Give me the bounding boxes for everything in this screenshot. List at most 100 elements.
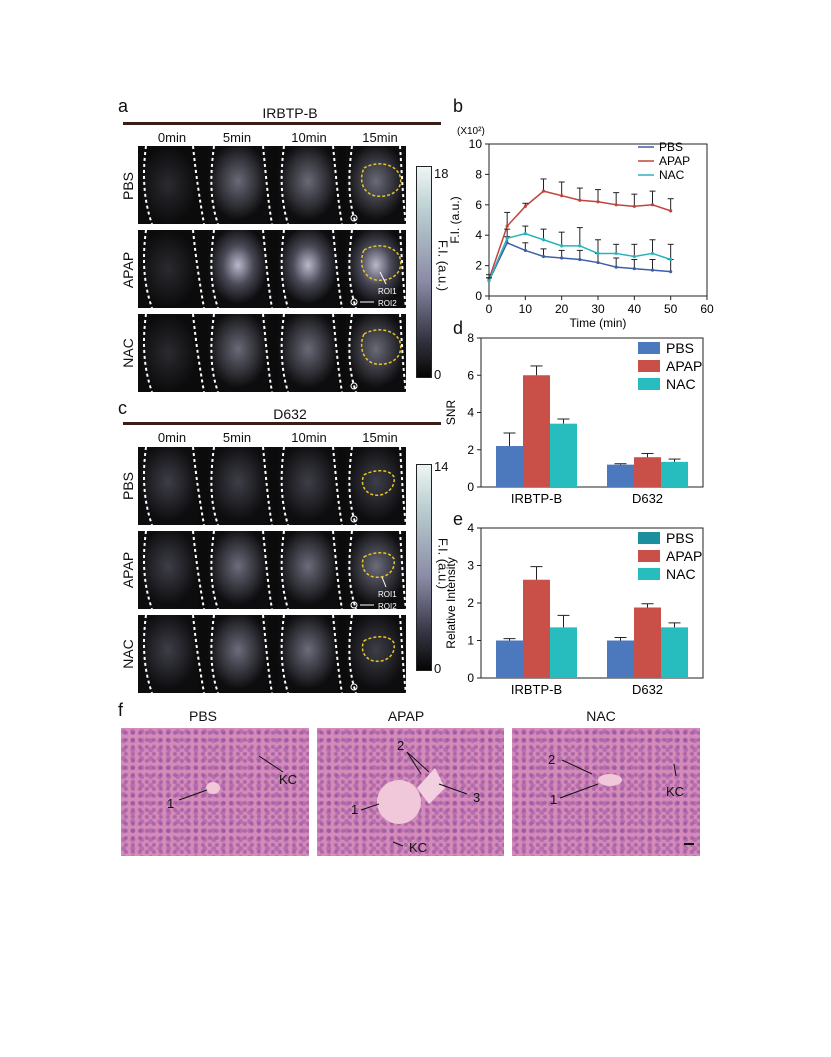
panel-a-time-1: 5min bbox=[222, 130, 252, 145]
histology-nac: 1 2 KC bbox=[512, 728, 700, 856]
chart-e-legend-swatch-nac bbox=[638, 568, 660, 580]
panel-a-colorbar bbox=[416, 166, 432, 378]
panel-c-title: D632 bbox=[273, 406, 307, 422]
chart-e: 0 1 2 3 4 Relative Intensity IRBTP-B D632 PBS APA… bbox=[444, 521, 704, 697]
panel-c-image-grid: ROI1 ROI2 bbox=[138, 447, 407, 694]
chart-b-xlabel: Time (min) bbox=[570, 316, 627, 330]
histology-apap-label-1: 1 bbox=[351, 802, 358, 817]
chart-b-line-pbs bbox=[488, 241, 671, 282]
chart-e-bar-pbs-0 bbox=[496, 640, 523, 678]
chart-b-xtick-label-2: 20 bbox=[555, 302, 569, 316]
chart-d-bar-pbs-0 bbox=[496, 446, 523, 487]
chart-e-legend-apap: APAP bbox=[666, 548, 702, 564]
panel-c-rule bbox=[123, 422, 441, 425]
chart-b-point-pbs-3 bbox=[541, 254, 546, 259]
panel-a-label: a bbox=[118, 96, 129, 116]
panel-c-time-2: 10min bbox=[291, 430, 327, 445]
chart-b-ytick-label-1: 2 bbox=[475, 259, 482, 273]
chart-b-point-pbs-10 bbox=[669, 270, 673, 274]
chart-e-ytick-label-3: 3 bbox=[467, 559, 474, 573]
chart-b-ytick-label-2: 4 bbox=[475, 228, 482, 242]
histology-apap-label-2: 2 bbox=[397, 738, 404, 753]
chart-b-point-nac-0 bbox=[487, 279, 491, 283]
panel-a-roi2: ROI2 bbox=[378, 299, 397, 308]
panel-a-row-nac: NAC bbox=[120, 338, 136, 368]
chart-b-point-apap-9 bbox=[650, 203, 655, 207]
chart-b-ylabel: F.I. (a.u.) bbox=[448, 196, 462, 243]
histology-nac-label-1: 1 bbox=[550, 792, 557, 807]
chart-b-point-nac-6 bbox=[596, 251, 600, 256]
histology-nac-label-2: 2 bbox=[548, 752, 555, 767]
chart-e-bar-nac-1 bbox=[661, 627, 688, 678]
chart-b-xtick-label-6: 60 bbox=[700, 302, 714, 316]
chart-d-legend-swatch-apap bbox=[638, 360, 660, 372]
histology-apap-label-kc: KC bbox=[409, 840, 427, 855]
histology-apap-label-3: 3 bbox=[473, 790, 480, 805]
histology-pbs: 1 KC bbox=[121, 728, 309, 856]
chart-e-bar-apap-1 bbox=[634, 607, 661, 678]
panel-c-time-1: 5min bbox=[222, 430, 252, 445]
chart-e-ylabel: Relative Intensity bbox=[444, 557, 458, 648]
chart-d-category-0: IRBTP-B bbox=[511, 491, 562, 506]
panel-c-colorbar-min: 0 bbox=[434, 661, 442, 676]
chart-b-point-apap-2 bbox=[523, 204, 527, 208]
chart-e-legend-swatch-apap bbox=[638, 550, 660, 562]
chart-b-xtick-label-4: 40 bbox=[628, 302, 642, 316]
chart-d-ytick-label-0: 0 bbox=[467, 480, 474, 494]
chart-e-ytick-label-0: 0 bbox=[467, 671, 474, 685]
chart-d-bar-nac-0 bbox=[550, 423, 577, 487]
chart-b-point-nac-4 bbox=[560, 244, 564, 248]
chart-e-category-1: D632 bbox=[632, 682, 663, 697]
chart-b-point-apap-3 bbox=[541, 189, 546, 193]
chart-b-point-pbs-4 bbox=[560, 256, 564, 260]
chart-e-legend-nac: NAC bbox=[666, 566, 696, 582]
chart-b-point-pbs-7 bbox=[614, 265, 618, 269]
chart-b: 0 2 4 6 8 10 0 10 20 30 40 50 60 Time (min) F.I. (a.u.… bbox=[448, 126, 714, 330]
chart-b-xtick-label-1: 10 bbox=[519, 302, 533, 316]
histology-pbs-label-1: 1 bbox=[167, 796, 174, 811]
chart-e-bar-pbs-1 bbox=[607, 640, 634, 678]
chart-d-legend-apap: APAP bbox=[666, 358, 702, 374]
panel-c-time-3: 15min bbox=[362, 430, 398, 445]
chart-d: 0 2 4 6 8 SNR IRBTP-B D632 PBS APAP NAC bbox=[444, 331, 704, 506]
chart-d-bar-pbs-1 bbox=[607, 464, 634, 487]
panel-f-label: f bbox=[118, 700, 124, 720]
panel-a-time-3: 15min bbox=[362, 130, 398, 145]
chart-b-ytick-label-4: 8 bbox=[475, 167, 482, 181]
panel-a-image-grid: ROI1 ROI2 bbox=[138, 146, 407, 393]
panel-a-rule bbox=[123, 122, 441, 125]
chart-d-legend-pbs: PBS bbox=[666, 340, 694, 356]
chart-d-legend-swatch-nac bbox=[638, 378, 660, 390]
panel-a-row-apap: APAP bbox=[120, 251, 136, 289]
chart-d-legend-swatch-pbs bbox=[638, 342, 660, 354]
chart-b-point-pbs-8 bbox=[632, 267, 636, 271]
chart-b-point-nac-8 bbox=[632, 254, 636, 259]
panel-a-colorbar-max: 18 bbox=[434, 166, 449, 181]
chart-b-point-nac-1 bbox=[505, 236, 509, 240]
panel-a-title: IRBTP-B bbox=[262, 105, 318, 121]
chart-b-point-apap-10 bbox=[669, 209, 673, 213]
chart-b-point-apap-4 bbox=[560, 194, 564, 198]
chart-b-point-pbs-2 bbox=[523, 248, 527, 252]
panel-f-title-nac: NAC bbox=[586, 708, 616, 724]
chart-b-point-apap-1 bbox=[505, 224, 509, 228]
chart-b-ytick-label-3: 6 bbox=[475, 198, 482, 212]
chart-b-point-nac-2 bbox=[523, 232, 527, 236]
chart-d-ytick-label-4: 8 bbox=[467, 331, 474, 345]
chart-d-legend-nac: NAC bbox=[666, 376, 696, 392]
chart-d-bar-apap-1 bbox=[634, 457, 661, 487]
chart-b-point-pbs-9 bbox=[650, 268, 655, 272]
histology-nac-label-kc: KC bbox=[666, 784, 684, 799]
chart-b-legend-nac: NAC bbox=[659, 168, 685, 182]
chart-b-point-nac-9 bbox=[650, 251, 655, 256]
panel-a-row-pbs: PBS bbox=[120, 172, 136, 201]
panel-a-roi1: ROI1 bbox=[378, 287, 397, 296]
panel-f-title-apap: APAP bbox=[387, 708, 425, 724]
panel-a-time-2: 10min bbox=[291, 130, 327, 145]
chart-b-point-pbs-6 bbox=[596, 260, 600, 265]
panel-e-label: e bbox=[453, 509, 464, 529]
panel-c-row-apap: APAP bbox=[120, 551, 136, 589]
chart-b-legend-pbs: PBS bbox=[659, 140, 683, 154]
panel-b-label: b bbox=[453, 96, 464, 116]
chart-e-category-0: IRBTP-B bbox=[511, 682, 562, 697]
